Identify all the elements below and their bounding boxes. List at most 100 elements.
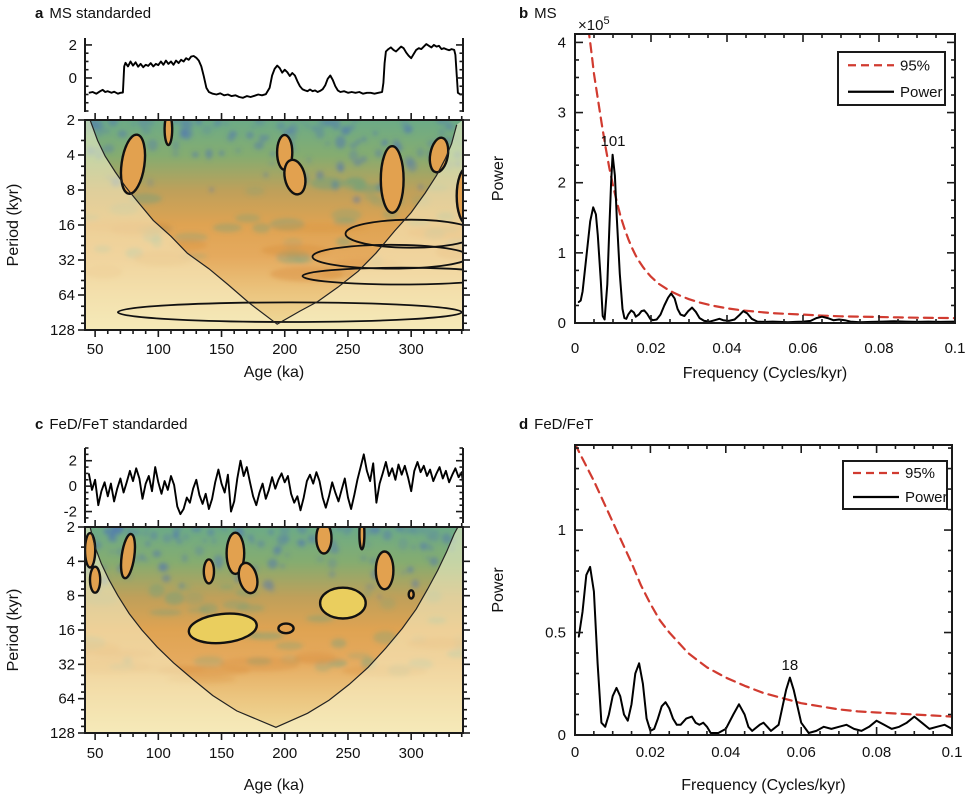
x-axis-label: Age (ka) xyxy=(244,364,304,381)
wavelet-heatmap xyxy=(85,527,463,733)
panel-b-title: b MS xyxy=(519,5,557,22)
x-tick-label: 150 xyxy=(209,745,234,762)
y-tick-label: 32 xyxy=(58,252,75,269)
x-tick-label: 0.02 xyxy=(636,744,665,761)
x-tick-label: 0.08 xyxy=(864,340,893,357)
panel-c-title: c FeD/FeT standarded xyxy=(35,416,187,433)
y-tick-label: 0 xyxy=(558,727,566,744)
significance-contour xyxy=(407,589,415,600)
y-tick-label: 4 xyxy=(67,147,75,164)
significance-contour xyxy=(374,550,395,591)
panel-a-letter: a xyxy=(35,5,44,22)
panel-b: 0 0.02 0.04 0.06 0.08 0.1 0 1 2 3 4 Frequency (Cycl… xyxy=(490,15,965,382)
y-axis-label: Period (kyr) xyxy=(5,589,22,672)
panel-d-name: FeD/FeT xyxy=(534,416,594,433)
exponent-label: ×105 xyxy=(578,15,610,34)
x-tick-label: 250 xyxy=(335,745,360,762)
legend-label: Power xyxy=(900,84,943,101)
x-tick-label: 300 xyxy=(399,341,424,358)
panel-a-name: MS standarded xyxy=(49,5,152,22)
significance-contour xyxy=(283,158,307,196)
significance-contour xyxy=(237,561,259,595)
legend-label: 95% xyxy=(900,57,930,74)
ts-tick-label: 2 xyxy=(69,453,77,470)
legend: 95% Power xyxy=(842,460,948,510)
legend-box xyxy=(842,460,948,510)
x-tick-label: 300 xyxy=(399,745,424,762)
y-tick-label: 0 xyxy=(558,315,566,332)
plot-area xyxy=(577,34,955,323)
y-tick-label: 128 xyxy=(50,322,75,339)
significance-contour xyxy=(301,266,463,286)
panel-c-name: FeD/FeT standarded xyxy=(49,416,188,433)
x-tick-label: 0.1 xyxy=(942,744,963,761)
x-tick-label: 0.02 xyxy=(636,340,665,357)
y-tick-label: 2 xyxy=(67,112,75,129)
significance-contour xyxy=(455,168,463,224)
significance-contour xyxy=(85,531,97,569)
significance-contour xyxy=(344,218,463,249)
x-tick-label: 0 xyxy=(571,340,579,357)
significance-contour xyxy=(116,301,463,323)
timeseries-curve xyxy=(88,43,463,99)
peak-annotation: 18 xyxy=(782,657,799,674)
panel-b-letter: b xyxy=(519,5,529,22)
y-tick-label: 4 xyxy=(67,553,75,570)
ts-tick-label: -2 xyxy=(64,504,77,521)
x-tick-label: 100 xyxy=(146,745,171,762)
y-tick-label: 3 xyxy=(558,105,566,122)
significance-contour xyxy=(318,586,367,620)
confidence-curve xyxy=(587,34,955,320)
significance-contour xyxy=(428,136,450,174)
coi-shade xyxy=(85,527,463,733)
x-tick-label: 0.06 xyxy=(787,744,816,761)
coi-line xyxy=(89,527,459,728)
panel-c-letter: c xyxy=(35,416,44,433)
x-tick-label: 0.04 xyxy=(712,340,741,357)
significance-contour xyxy=(187,612,258,645)
plot-area xyxy=(575,445,952,734)
significance-contour xyxy=(202,558,216,585)
x-axis-label: Frequency (Cycles/kyr) xyxy=(683,365,847,382)
legend-box xyxy=(837,51,946,106)
significance-contour xyxy=(163,120,174,147)
y-tick-label: 2 xyxy=(67,519,75,536)
panel-d-letter: d xyxy=(519,416,529,433)
y-tick-label: 1 xyxy=(558,245,566,262)
panel-c: 50 100 150 200 250 300 2 4 8 16 32 64 128 Age (ka) Per… xyxy=(5,447,470,794)
significance-contour xyxy=(358,527,366,551)
y-axis-label: Power xyxy=(490,567,507,613)
x-tick-label: 250 xyxy=(335,341,360,358)
timeseries-curve xyxy=(87,453,463,516)
x-tick-label: 50 xyxy=(87,341,104,358)
ts-tick-label: 0 xyxy=(69,478,77,495)
x-tick-label: 100 xyxy=(146,341,171,358)
y-tick-label: 64 xyxy=(58,691,75,708)
significance-contour xyxy=(379,144,405,214)
x-tick-label: 50 xyxy=(87,745,104,762)
significance-contour xyxy=(277,622,295,635)
panel-d: 0 0.02 0.04 0.06 0.08 0.1 0 0.5 1 Frequency (Cycl… xyxy=(490,444,962,794)
significance-contour xyxy=(225,531,246,576)
confidence-curve xyxy=(575,445,952,718)
significance-contour xyxy=(119,133,147,195)
y-axis-label: Power xyxy=(490,155,507,201)
y-tick-label: 64 xyxy=(58,287,75,304)
legend-label: Power xyxy=(905,489,948,506)
ts-tick-label: 0 xyxy=(69,70,77,87)
ts-tick-label: 2 xyxy=(69,37,77,54)
x-tick-label: 0.06 xyxy=(788,340,817,357)
x-tick-label: 0.1 xyxy=(945,340,966,357)
y-tick-label: 16 xyxy=(58,217,75,234)
legend: 95% Power xyxy=(837,51,946,106)
significance-contour xyxy=(315,527,333,555)
x-tick-label: 200 xyxy=(272,745,297,762)
wavelet-heatmap xyxy=(85,120,463,330)
coi-shade xyxy=(85,120,463,330)
y-tick-label: 0.5 xyxy=(545,625,566,642)
x-tick-label: 200 xyxy=(272,341,297,358)
panel-a-title: a MS standarded xyxy=(35,5,151,22)
power-curve xyxy=(577,565,952,734)
